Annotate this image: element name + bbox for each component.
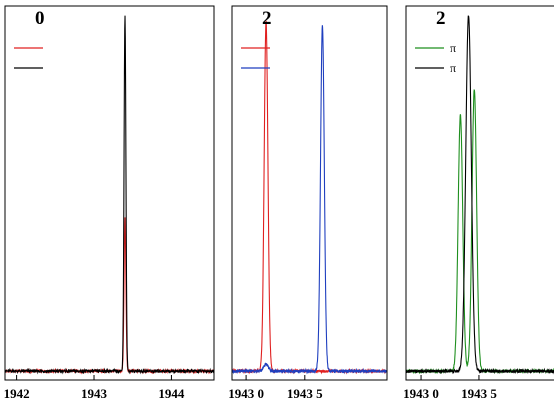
panel-label: 0	[35, 8, 45, 29]
chart-panel-1: 1942 1943 1944 0	[4, 5, 215, 401]
plot-area	[232, 20, 387, 375]
panel-label: 2	[436, 8, 446, 29]
series-line-1	[5, 217, 214, 375]
plot-frame	[4, 5, 215, 381]
x-tick-label: 1944	[158, 386, 185, 401]
x-tick-label: 1943 5	[287, 386, 323, 401]
plot-area	[5, 15, 214, 375]
plot-frame	[231, 5, 388, 381]
series-line-1	[406, 88, 554, 375]
x-tick-label: 1943 0	[403, 386, 439, 401]
x-tick-label: 1943 0	[228, 386, 264, 401]
x-tick-label: 1942	[4, 386, 30, 401]
series-line-2	[232, 25, 387, 375]
chart-panel-2: 1943 0 1943 5 2	[228, 5, 388, 401]
panel-label: 2	[262, 8, 272, 29]
legend-label: π	[450, 61, 456, 75]
plot-frame	[405, 5, 554, 381]
plot-area	[406, 15, 554, 375]
series-line-2	[5, 15, 214, 375]
x-tick-label: 1943 5	[461, 386, 497, 401]
legend-label: π	[450, 41, 456, 55]
x-tick-label: 1943	[81, 386, 108, 401]
series-line-2	[406, 15, 554, 375]
series-line-1	[232, 20, 387, 375]
